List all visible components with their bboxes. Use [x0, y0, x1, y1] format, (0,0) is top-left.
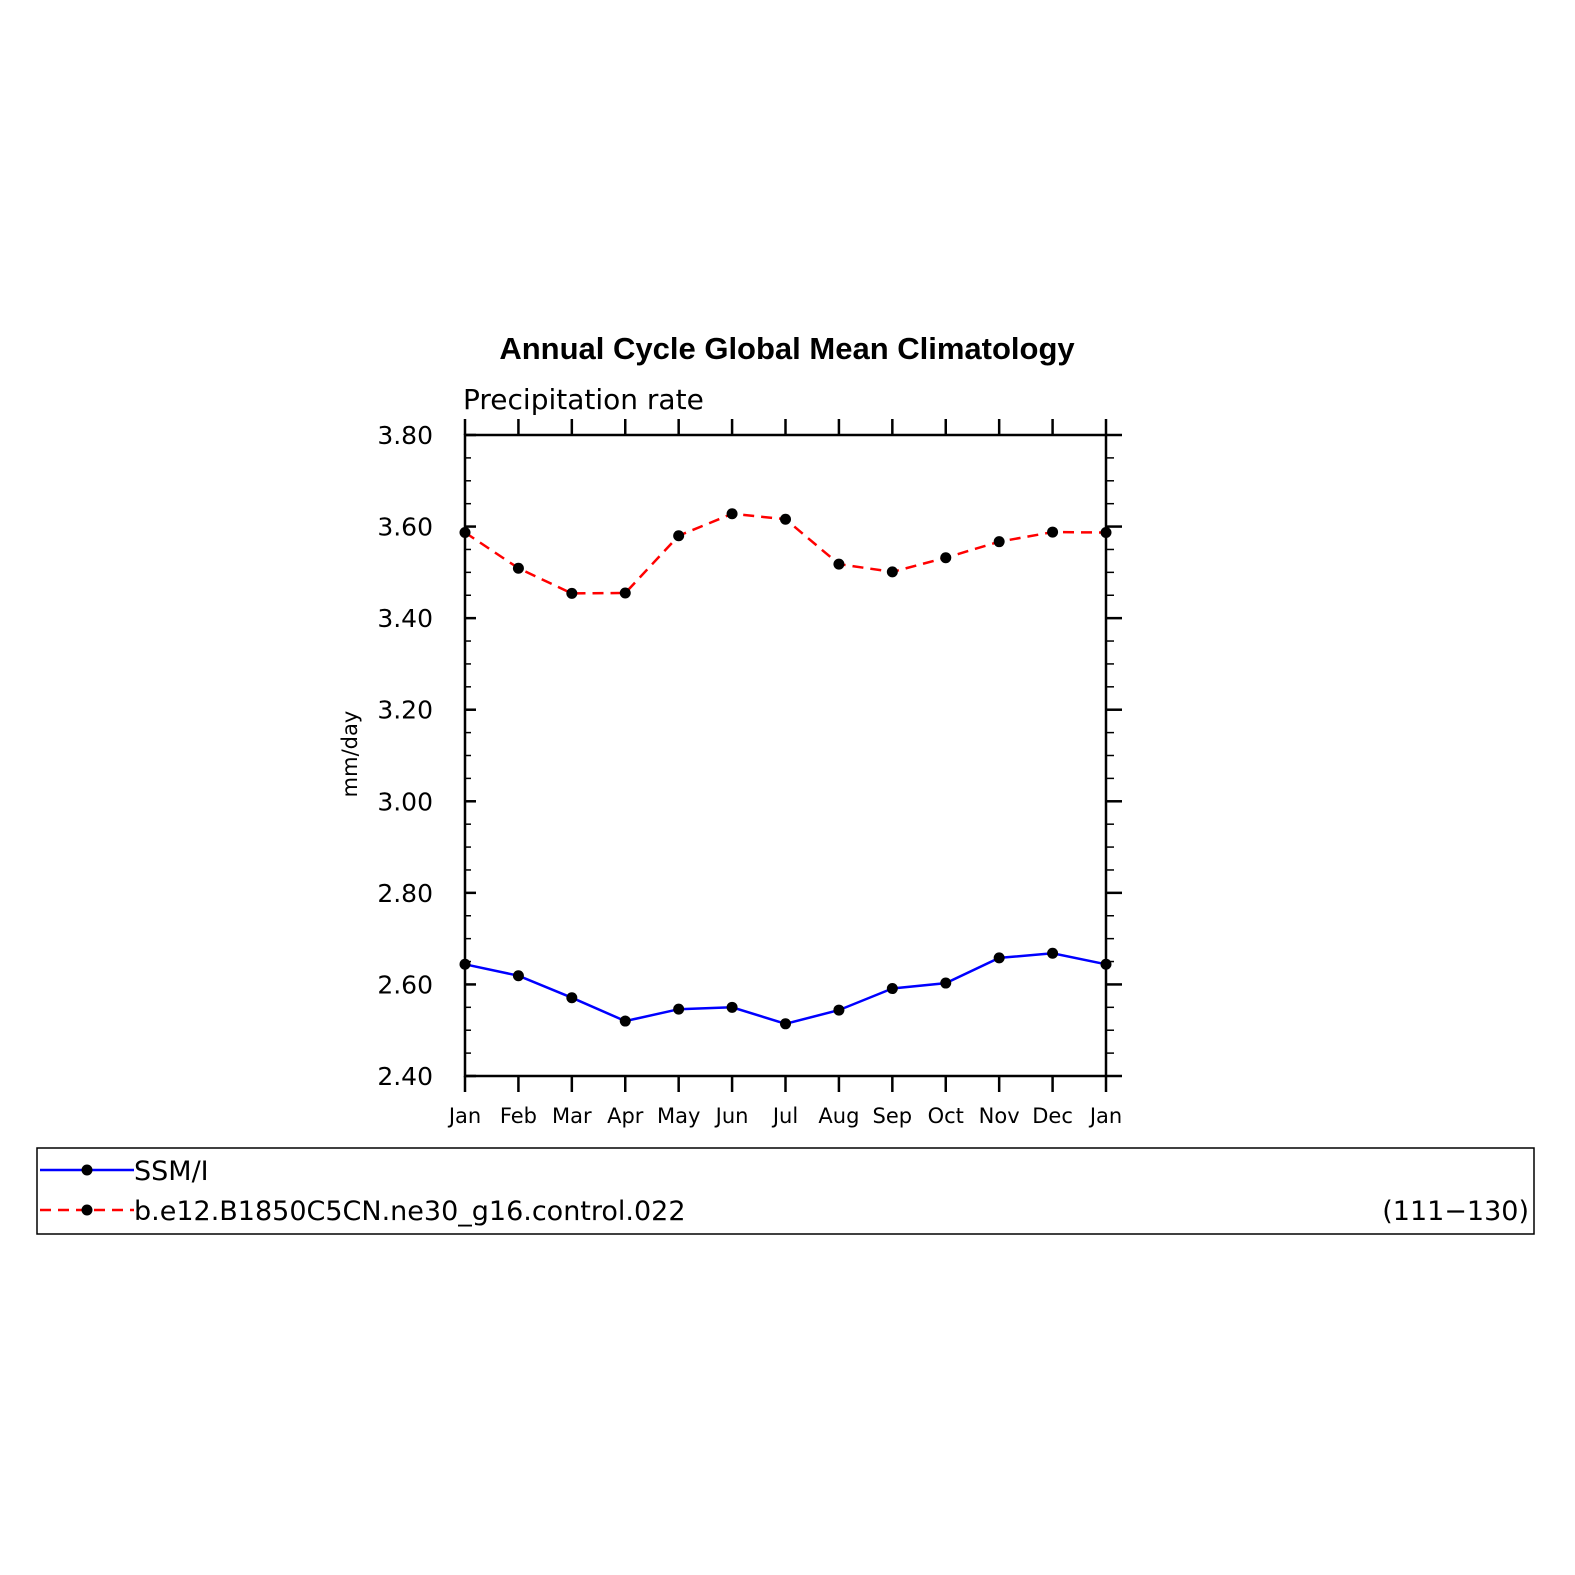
data-point: [619, 1015, 631, 1027]
legend-marker-ssmi: [81, 1164, 93, 1176]
x-tick-label: Sep: [873, 1104, 913, 1128]
x-tick-label: Feb: [500, 1104, 537, 1128]
series-layer: [459, 508, 1112, 1030]
y-tick-label: 3.00: [377, 787, 433, 816]
y-axis-label: mm/day: [338, 711, 362, 798]
data-point: [673, 1003, 685, 1015]
data-point: [780, 513, 791, 525]
data-point: [512, 970, 524, 982]
data-point: [1100, 958, 1112, 970]
y-tick-label: 3.20: [377, 696, 433, 725]
data-point: [886, 983, 898, 995]
x-tick-labels: Jan Feb Mar Apr May Jun Jul Aug Sep Oct Nov Dec Jan: [447, 1104, 1122, 1128]
x-tick-label: Nov: [979, 1104, 1020, 1128]
data-point: [1047, 947, 1059, 959]
legend-label-model: b.e12.B1850C5CN.ne30_g16.control.022: [134, 1196, 686, 1227]
data-point: [673, 530, 685, 542]
data-point: [886, 566, 898, 578]
data-point: [726, 1001, 738, 1013]
data-point: [993, 536, 1005, 548]
chart-title: Annual Cycle Global Mean Climatology: [499, 331, 1075, 366]
series-line-1: [464, 512, 1107, 595]
x-tick-label: Aug: [818, 1104, 859, 1128]
data-point: [512, 562, 524, 574]
plot-frame: [463, 433, 1108, 1078]
legend-marker-model: [81, 1204, 93, 1216]
x-tick-label: May: [657, 1104, 700, 1128]
x-tick-label: Apr: [607, 1104, 644, 1128]
x-tick-label: Dec: [1032, 1104, 1073, 1128]
y-tick-label: 3.80: [377, 421, 433, 450]
data-point: [459, 527, 471, 539]
data-point: [459, 958, 471, 970]
legend-box: [36, 1147, 1535, 1235]
data-point: [1100, 527, 1112, 539]
legend-period-model: (111−130): [1382, 1196, 1529, 1227]
data-point: [780, 1018, 791, 1030]
data-point: [1047, 526, 1059, 538]
x-tick-label: Oct: [928, 1104, 964, 1128]
y-tick-label: 2.60: [377, 970, 433, 999]
data-point: [566, 992, 578, 1004]
data-point: [833, 1004, 845, 1016]
x-tick-label: Jul: [771, 1104, 798, 1128]
data-point: [726, 508, 738, 520]
y-tick-label: 3.40: [377, 604, 433, 633]
y-tick-labels: 2.40 2.60 2.80 3.00 3.20 3.40 3.60 3.80: [377, 421, 433, 1091]
legend-label-ssmi: SSM/I: [134, 1156, 209, 1187]
y-tick-label: 3.60: [377, 513, 433, 542]
x-tick-label: Jan: [1088, 1104, 1122, 1128]
series-line-0: [464, 952, 1107, 1026]
legend: SSM/I b.e12.B1850C5CN.ne30_g16.control.0…: [36, 1147, 1535, 1235]
data-point: [619, 587, 631, 599]
x-tick-label: Mar: [552, 1104, 592, 1128]
data-point: [940, 552, 952, 564]
data-point: [566, 587, 578, 599]
x-tick-label: Jun: [714, 1104, 749, 1128]
y-tick-label: 2.80: [377, 879, 433, 908]
data-point: [833, 558, 845, 570]
chart-subtitle: Precipitation rate: [463, 383, 704, 416]
y-tick-label: 2.40: [377, 1062, 433, 1091]
x-tick-label: Jan: [447, 1104, 481, 1128]
data-point: [993, 952, 1005, 964]
plot-axes: [463, 419, 1122, 1092]
data-point: [940, 977, 952, 989]
